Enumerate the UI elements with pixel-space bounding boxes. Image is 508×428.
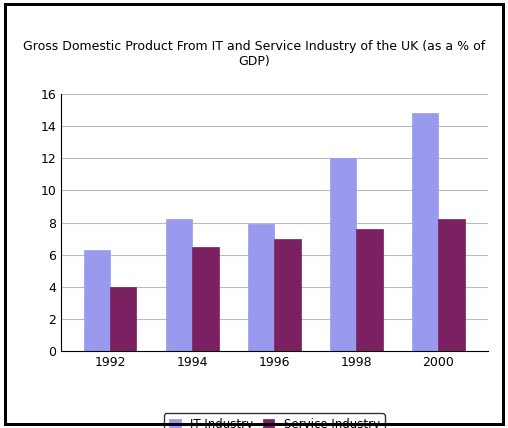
Bar	[412, 113, 438, 351]
Legend: IT Industry, Service Industry: IT Industry, Service Industry	[164, 413, 385, 428]
Bar	[438, 219, 465, 351]
Bar	[274, 239, 301, 351]
Bar	[110, 287, 137, 351]
Text: Gross Domestic Product From IT and Service Industry of the UK (as a % of
GDP): Gross Domestic Product From IT and Servi…	[23, 41, 485, 68]
Bar	[248, 224, 274, 351]
Bar	[84, 250, 110, 351]
Bar	[192, 247, 218, 351]
Bar	[357, 229, 383, 351]
Bar	[166, 219, 192, 351]
Bar	[330, 158, 357, 351]
